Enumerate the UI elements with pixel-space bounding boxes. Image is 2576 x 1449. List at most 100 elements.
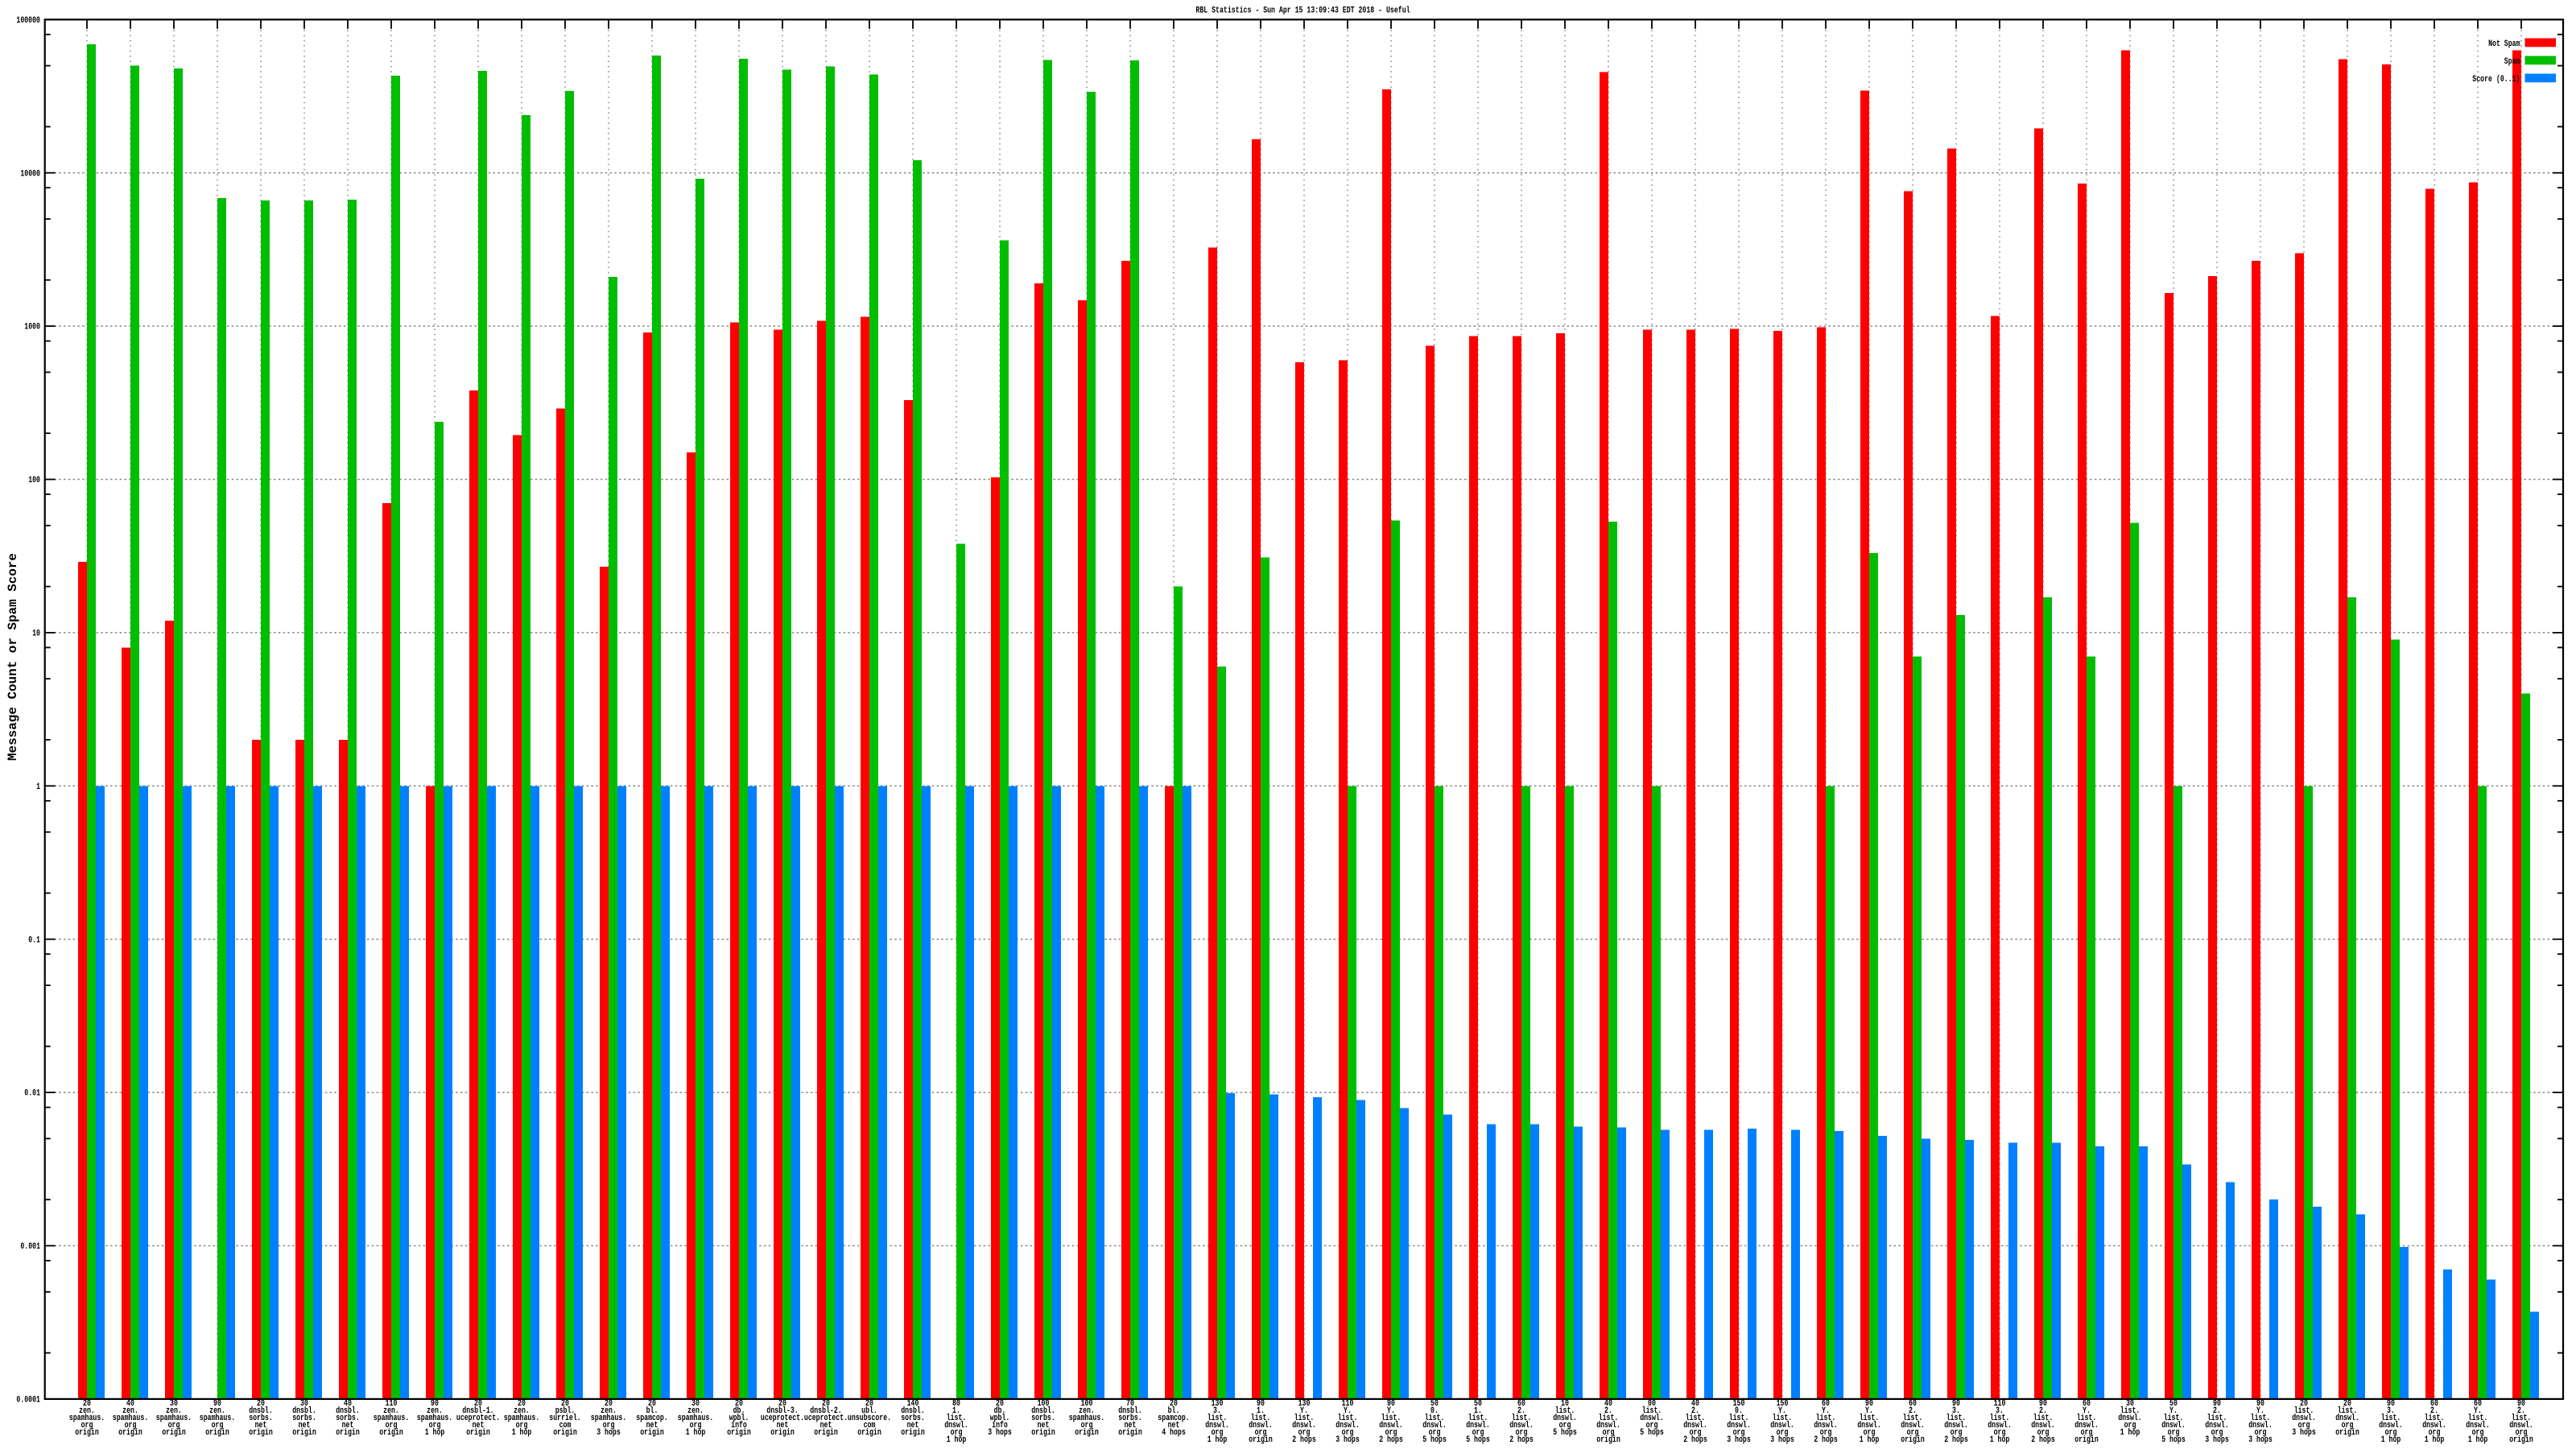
svg-text:net: net [342,1421,354,1430]
svg-text:origin: origin [1031,1428,1055,1438]
svg-text:dnswl.: dnswl. [1379,1421,1403,1430]
svg-text:Not Spam: Not Spam [2488,39,2520,49]
svg-text:net: net [473,1421,485,1430]
svg-text:list.: list. [2381,1414,2401,1423]
svg-text:1 hop: 1 hop [2425,1435,2445,1445]
svg-text:dnsbl.: dnsbl. [1118,1406,1142,1416]
svg-text:3 hops: 3 hops [1727,1435,1751,1445]
svg-text:dnswl.: dnswl. [2466,1421,2490,1430]
svg-text:origin: origin [553,1428,577,1438]
svg-text:origin: origin [466,1428,490,1438]
svg-text:list.: list. [1599,1414,1619,1423]
svg-text:3.: 3. [1213,1406,1221,1416]
svg-text:2.: 2. [1517,1406,1525,1416]
svg-text:2.: 2. [1604,1406,1612,1416]
svg-text:3 hops: 3 hops [988,1428,1012,1438]
svg-text:wpbl.: wpbl. [729,1414,749,1423]
svg-text:list.: list. [1773,1414,1793,1423]
svg-text:2 hops: 2 hops [2031,1435,2055,1445]
svg-text:Y.: Y. [1778,1406,1786,1416]
svg-text:ubl.: ubl. [861,1406,877,1416]
svg-text:60: 60 [2430,1399,2438,1409]
svg-text:110: 110 [1994,1399,2006,1409]
svg-text:list.: list. [1816,1414,1836,1423]
svg-text:spamcop.: spamcop. [1158,1414,1189,1423]
svg-text:dnswl.: dnswl. [1988,1421,2012,1430]
svg-text:spamhaus.: spamhaus. [1069,1414,1104,1423]
svg-text:db.: db. [733,1406,745,1416]
svg-text:3 hops: 3 hops [2248,1435,2273,1445]
svg-text:list.: list. [1468,1414,1488,1423]
svg-text:origin: origin [901,1428,925,1438]
svg-text:org: org [1516,1428,1528,1438]
svg-text:net: net [820,1421,832,1430]
svg-text:origin: origin [379,1428,403,1438]
svg-text:dnsbl.: dnsbl. [901,1406,925,1416]
svg-text:1.: 1. [1257,1406,1265,1416]
svg-text:list.: list. [1251,1414,1271,1423]
svg-text:150: 150 [1777,1399,1789,1409]
svg-text:origin: origin [1901,1435,1925,1445]
svg-text:2.: 2. [2517,1406,2525,1416]
svg-text:list.: list. [2294,1406,2314,1416]
svg-text:list.: list. [2512,1414,2532,1423]
svg-text:origin: origin [857,1428,881,1438]
svg-text:60: 60 [2474,1399,2482,1409]
svg-text:dnsbl-1.: dnsbl-1. [462,1406,493,1416]
svg-text:dnswl.: dnswl. [1509,1421,1534,1430]
svg-text:sorbs.: sorbs. [901,1414,925,1423]
svg-text:1 hop: 1 hop [947,1435,967,1445]
svg-text:110: 110 [386,1399,398,1409]
svg-text:40: 40 [126,1399,134,1409]
svg-text:60: 60 [1909,1399,1917,1409]
svg-text:20: 20 [257,1399,265,1409]
svg-text:100: 100 [28,476,40,485]
svg-text:origin: origin [249,1428,273,1438]
svg-text:1 hop: 1 hop [1990,1435,2010,1445]
svg-text:30: 30 [691,1399,700,1409]
svg-text:org: org [2037,1428,2050,1438]
svg-text:zen.: zen. [209,1406,225,1416]
svg-text:psbl.: psbl. [555,1406,576,1416]
svg-text:20: 20 [822,1399,830,1409]
svg-text:5 hops: 5 hops [1466,1435,1490,1445]
svg-text:list.: list. [1512,1414,1532,1423]
svg-text:list.: list. [2468,1414,2488,1423]
svg-text:90: 90 [2213,1399,2221,1409]
svg-text:org: org [1733,1428,1745,1438]
svg-text:1 hop: 1 hop [2468,1435,2488,1445]
svg-text:net: net [907,1421,919,1430]
svg-text:com: com [559,1421,572,1430]
svg-text:50: 50 [1430,1399,1439,1409]
svg-text:org: org [2255,1428,2267,1438]
svg-text:org: org [1342,1428,1354,1438]
svg-text:list.: list. [1642,1406,1662,1416]
svg-text:20: 20 [1170,1399,1178,1409]
svg-text:dnswl.: dnswl. [944,1421,968,1430]
svg-text:org: org [2385,1428,2397,1438]
svg-text:org: org [1864,1428,1876,1438]
svg-text:dnswl.: dnswl. [1727,1421,1751,1430]
svg-text:sorbs.: sorbs. [1118,1414,1142,1423]
svg-text:20: 20 [996,1399,1004,1409]
svg-text:list.: list. [1208,1414,1228,1423]
svg-text:1 hop: 1 hop [2381,1435,2401,1445]
svg-text:zen.: zen. [1079,1406,1095,1416]
svg-text:list.: list. [2425,1414,2445,1423]
svg-text:5 hops: 5 hops [1422,1435,1447,1445]
svg-text:130: 130 [1212,1399,1224,1409]
svg-text:zen.: zen. [122,1406,138,1416]
svg-text:org: org [1429,1428,1441,1438]
svg-text:net: net [1038,1421,1050,1430]
svg-text:spamhaus.: spamhaus. [69,1414,105,1423]
svg-text:1.: 1. [952,1406,960,1416]
svg-text:dnswl.: dnswl. [2422,1421,2446,1430]
svg-text:00: 00 [1648,1399,1656,1409]
svg-text:20: 20 [778,1399,786,1409]
svg-text:origin: origin [2335,1428,2359,1438]
svg-text:Score (0..1): Score (0..1) [2472,75,2520,85]
svg-text:spamhaus.: spamhaus. [591,1414,626,1423]
svg-text:0.0001: 0.0001 [16,1396,40,1406]
svg-text:list.: list. [1381,1414,1402,1423]
svg-text:origin: origin [336,1428,360,1438]
